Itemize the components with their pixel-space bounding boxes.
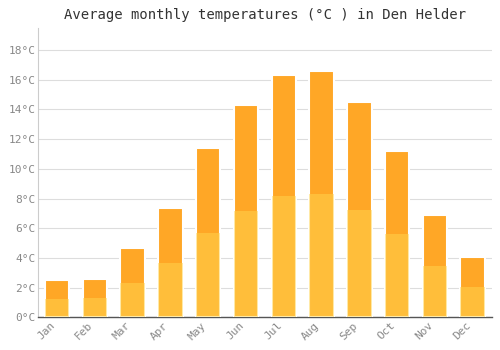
Bar: [460, 257, 485, 317]
Bar: [422, 215, 448, 317]
Bar: [158, 262, 182, 317]
Bar: [272, 196, 296, 317]
Bar: [234, 105, 258, 317]
Bar: [44, 299, 70, 317]
Bar: [422, 266, 448, 317]
Bar: [82, 279, 107, 317]
Bar: [272, 75, 296, 317]
Bar: [460, 287, 485, 317]
Bar: [347, 102, 372, 317]
Bar: [347, 210, 372, 317]
Bar: [120, 248, 145, 317]
Bar: [310, 71, 334, 317]
Bar: [385, 234, 409, 317]
Bar: [310, 194, 334, 317]
Bar: [196, 233, 220, 317]
Bar: [44, 280, 70, 317]
Bar: [196, 148, 220, 317]
Bar: [234, 211, 258, 317]
Title: Average monthly temperatures (°C ) in Den Helder: Average monthly temperatures (°C ) in De…: [64, 8, 466, 22]
Bar: [385, 151, 409, 317]
Bar: [82, 298, 107, 317]
Bar: [158, 208, 182, 317]
Bar: [120, 282, 145, 317]
